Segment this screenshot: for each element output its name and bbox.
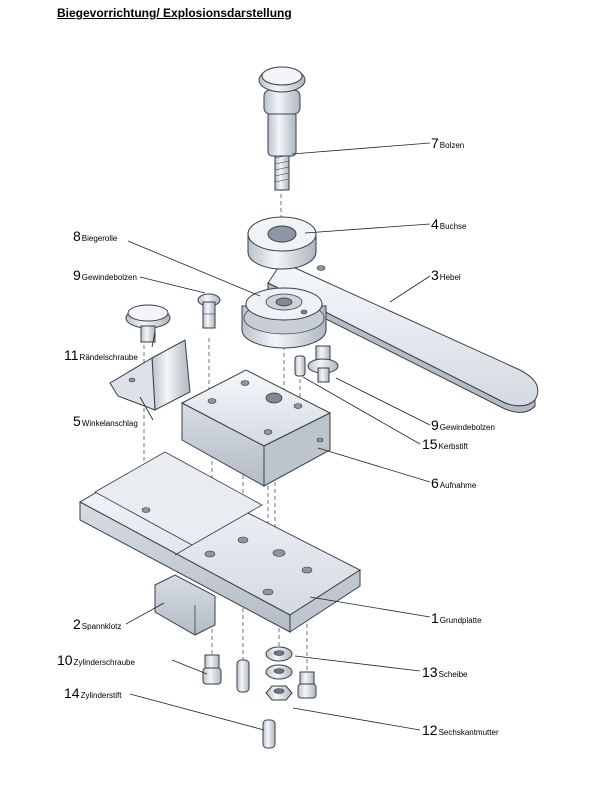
part-name: Gewindebolzen: [81, 273, 137, 282]
part-number: 4: [431, 216, 439, 232]
part-number: 9: [431, 417, 439, 433]
hebel-part: [267, 261, 539, 413]
part-number: 15: [422, 436, 438, 452]
part-name: Aufnahme: [439, 481, 477, 490]
part-label-15: 15Kerbstift: [422, 437, 468, 453]
part-name: Gewindebolzen: [439, 423, 495, 432]
part-name: Grundplatte: [439, 616, 482, 625]
part-number: 5: [73, 413, 81, 429]
zylinderschraube-part: [202, 654, 222, 685]
part-number: 9: [73, 267, 81, 283]
part-number: 13: [422, 664, 438, 680]
part-label-7: 7Bolzen: [431, 136, 464, 152]
part-number: 1: [431, 610, 439, 626]
kerbstift-part: [294, 355, 306, 377]
part-name: Bolzen: [439, 141, 465, 150]
part-number: 3: [431, 267, 439, 283]
part-label-5: 5Winkelanschlag: [73, 414, 138, 430]
part-name: Scheibe: [438, 670, 468, 679]
biegerolle-part: [241, 287, 327, 349]
buchse-part: [247, 216, 317, 270]
winkelanschlag-part: [109, 339, 191, 411]
aufnahme-part: [180, 369, 332, 487]
part-label-11: 11Rändelschraube: [64, 348, 138, 364]
part-number: 2: [73, 616, 81, 632]
part-label-9-top: 9Gewindebolzen: [73, 268, 137, 284]
part-name: Zylinderstift: [80, 691, 122, 700]
bolzen-part: [258, 66, 306, 191]
part-name: Winkelanschlag: [81, 419, 138, 428]
sechskantmutter-part: [265, 685, 293, 701]
part-number: 8: [73, 228, 81, 244]
part-label-4: 4Buchse: [431, 217, 466, 233]
part-label-9-right: 9Gewindebolzen: [431, 418, 495, 434]
grundplatte-part: [78, 451, 362, 633]
part-name: Sechskantmutter: [438, 728, 499, 737]
part-name: Buchse: [439, 222, 467, 231]
part-number: 11: [64, 347, 79, 363]
part-label-6: 6Aufnahme: [431, 476, 476, 492]
part-name: Rändelschraube: [79, 353, 138, 362]
part-label-10: 10Zylinderschraube: [57, 653, 135, 669]
page-title: Biegevorrichtung/ Explosionsdarstellung: [57, 6, 292, 20]
gewindebolzen-right-part: [307, 345, 339, 383]
part-name: Spannklotz: [81, 622, 122, 631]
part-name: Hebel: [439, 273, 461, 282]
part-label-8: 8Biegerolle: [73, 229, 117, 245]
leader-lines: [125, 142, 431, 731]
part-label-14: 14Zylinderstift: [64, 686, 121, 702]
part-label-12: 12Sechskantmutter: [422, 723, 499, 739]
part-number: 7: [431, 135, 439, 151]
scheibe-part: [265, 646, 293, 680]
raendelschraube-part: [125, 304, 171, 343]
zylinderschraube-part-2: [297, 671, 317, 699]
gewindebolzen-top-part: [197, 293, 221, 329]
zylinderstift-part: [262, 719, 276, 749]
part-label-3: 3Hebel: [431, 268, 461, 284]
part-number: 14: [64, 685, 80, 701]
part-label-2: 2Spannklotz: [73, 617, 121, 633]
part-name: Zylinderschraube: [73, 658, 135, 667]
part-number: 12: [422, 722, 438, 738]
part-label-1: 1Grundplatte: [431, 611, 482, 627]
part-label-13: 13Scheibe: [422, 665, 468, 681]
part-number: 6: [431, 475, 439, 491]
part-name: Biegerolle: [81, 234, 118, 243]
part-number: 10: [57, 652, 73, 668]
spannklotz-part: [154, 574, 216, 636]
zylinderstift-pin: [236, 659, 250, 693]
part-name: Kerbstift: [438, 442, 468, 451]
